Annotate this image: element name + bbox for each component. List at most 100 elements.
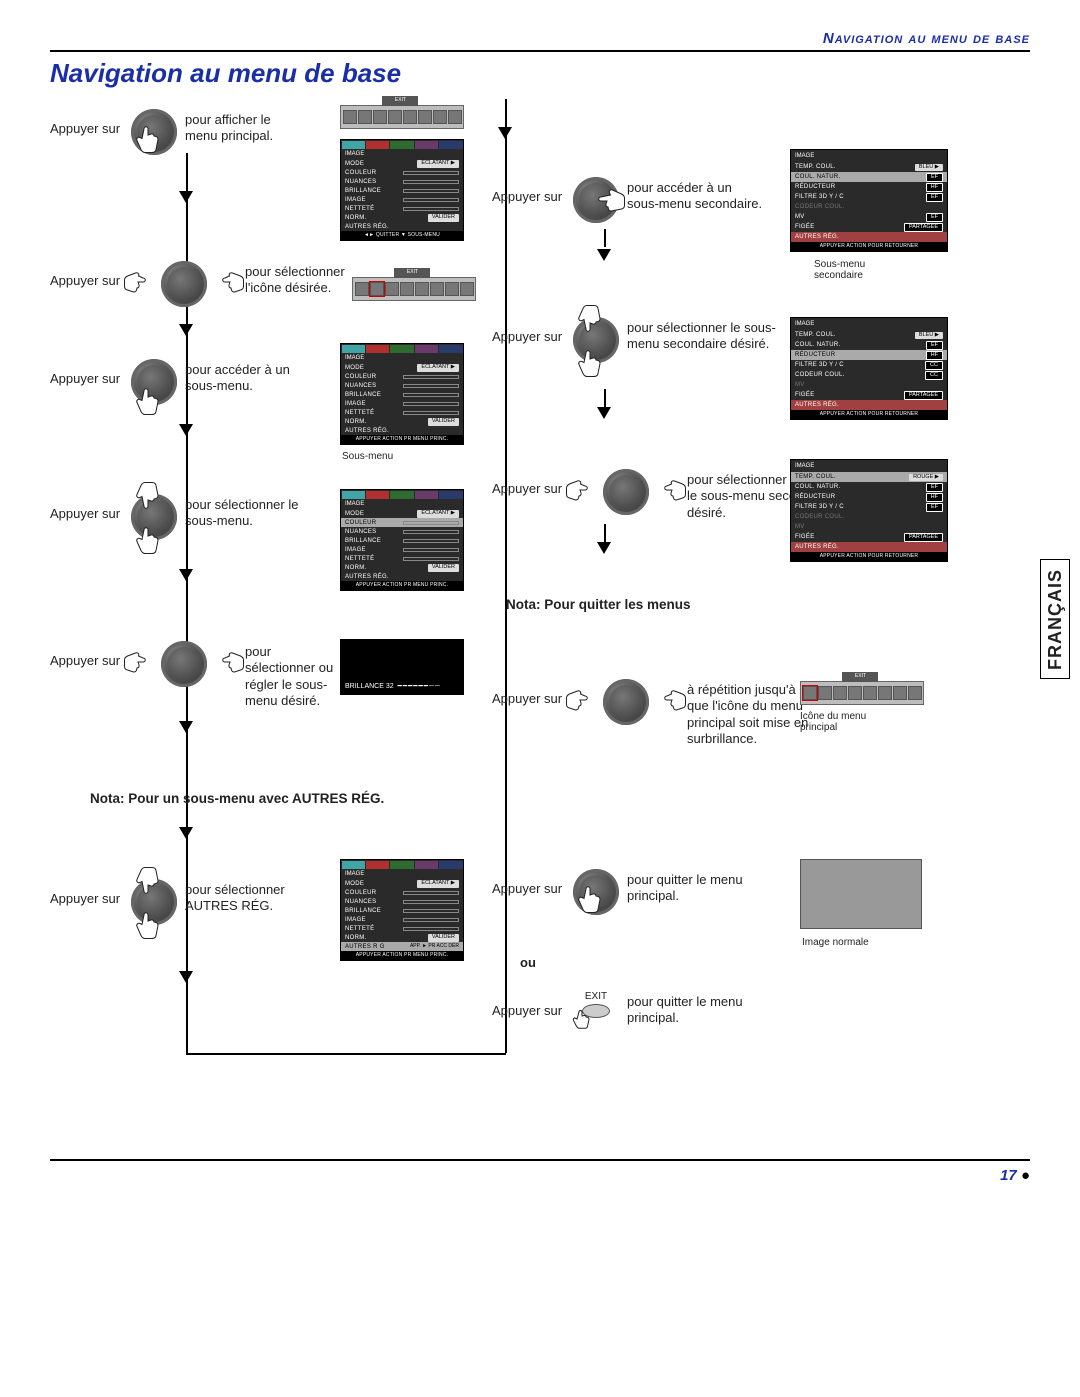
menu-autres-screenshot: IMAGEMODEÉCLATANT ▶COULEURNUANCESBRILLAN…	[340, 859, 464, 961]
press-label: Appuyer sur	[492, 869, 565, 896]
menu-secondary-3: IMAGETEMP. COUL.ROUGE ▶COUL. NATUR.EFRÉD…	[790, 459, 948, 562]
hand-down-icon	[133, 522, 163, 556]
device-bar-2: EXIT	[352, 277, 476, 301]
hand-down-icon	[133, 383, 163, 417]
right-note: Nota: Pour quitter les menus	[506, 597, 691, 612]
press-label: Appuyer sur	[492, 469, 565, 496]
device-exit-label: EXIT	[382, 96, 418, 106]
device-btn	[343, 110, 357, 124]
dial-icon	[161, 641, 207, 687]
step-desc: pour quitter le menu principal.	[627, 991, 767, 1027]
step-desc: pour afficher le menu principal.	[185, 109, 303, 145]
step-desc: pour sélectionner le sous-menu.	[185, 494, 303, 530]
down-arrow-icon	[597, 249, 611, 261]
menu-secondary-1: IMAGETEMP. COUL.BLEU ▶COUL. NATUR.EFRÉDU…	[790, 149, 948, 252]
press-label: Appuyer sur	[492, 991, 565, 1018]
step-desc: pour sélectionner le sous-menu secondair…	[627, 317, 782, 353]
press-label: Appuyer sur	[50, 359, 123, 386]
hand-up-icon	[133, 480, 163, 514]
dial-lr-group	[123, 641, 245, 687]
top-rule	[50, 50, 1030, 52]
press-label: Appuyer sur	[50, 641, 123, 668]
normal-image-caption: Image normale	[802, 937, 869, 948]
hand-push-icon	[571, 1008, 591, 1032]
step-desc: pour sélectionner l'icône désirée.	[245, 261, 345, 297]
submenu-caption: Sous-menu	[342, 451, 393, 462]
press-label: Appuyer sur	[50, 261, 123, 288]
right-step-2: Appuyer sur pour sélectionner le sous-me…	[492, 317, 782, 377]
step-desc: pour sélectionner ou régler le sous-menu…	[245, 641, 340, 709]
step-desc: pour quitter le menu principal.	[627, 869, 767, 905]
step-desc: pour accéder à un sous-menu.	[185, 359, 303, 395]
down-arrow-icon	[179, 971, 193, 983]
down-arrow-icon	[179, 324, 193, 336]
horiz-flow-line	[186, 1053, 506, 1055]
press-label: Appuyer sur	[50, 879, 123, 906]
press-label: Appuyer sur	[492, 177, 565, 204]
page-title: Navigation au menu de base	[50, 58, 1030, 89]
device-exit-label: EXIT	[394, 268, 430, 278]
hand-right-icon	[595, 185, 625, 219]
page-footer: 17 ●	[50, 1167, 1030, 1184]
menu-sub-highlighted: IMAGEMODEÉCLATANT ▶COULEURNUANCESBRILLAN…	[340, 489, 464, 591]
device-caption: Icône du menu principal	[800, 711, 900, 733]
ou-label: ou	[520, 955, 536, 970]
device-exit-label: EXIT	[842, 672, 878, 682]
press-label: Appuyer sur	[50, 494, 123, 521]
bottom-rule	[50, 1159, 1030, 1161]
down-arrow-icon	[179, 827, 193, 839]
left-step-1: Appuyer sur pour afficher le menu princi…	[50, 109, 303, 159]
dial-icon	[603, 679, 649, 725]
down-arrow-icon	[179, 191, 193, 203]
exit-button-label: EXIT	[565, 991, 627, 1002]
page-number: 17	[1000, 1167, 1017, 1184]
down-arrow-icon	[597, 407, 611, 419]
down-arrow-icon	[179, 424, 193, 436]
language-tab-label: FRANÇAIS	[1045, 569, 1066, 670]
page-dot: ●	[1021, 1167, 1030, 1184]
hand-push-icon	[133, 121, 163, 155]
left-step-4: Appuyer sur pour sélectionner le sous-me…	[50, 494, 303, 554]
normal-image-preview	[800, 859, 922, 929]
device-bar-3: EXIT	[800, 681, 924, 705]
left-step-6: Appuyer sur pour sélectionner AUTRES RÉG…	[50, 879, 303, 939]
device-bar: EXIT	[340, 105, 464, 129]
right-step-1: Appuyer sur pour accéder à un sous-menu …	[492, 177, 767, 227]
content-area: FRANÇAIS Appuyer sur pour afficher le me…	[50, 99, 1030, 1119]
down-arrow-icon	[179, 569, 193, 581]
press-label: Appuyer sur	[492, 317, 565, 344]
dial-icon	[603, 469, 649, 515]
header-section-title: Navigation au menu de base	[50, 30, 1030, 47]
hand-down-icon	[133, 907, 163, 941]
right-step-4: Appuyer sur à répétition jusqu'à ce que …	[492, 679, 827, 747]
menu-main-screenshot-1: IMAGEMODEÉCLATANT ▶COULEURNUANCESBRILLAN…	[340, 139, 464, 241]
brightness-value: BRILLANCE 32	[345, 683, 394, 690]
menu-sub-screenshot: IMAGEMODEÉCLATANT ▶COULEURNUANCESBRILLAN…	[340, 343, 464, 445]
r-mini-flow	[604, 229, 606, 247]
hand-right-icon	[215, 262, 245, 306]
hand-up-icon	[133, 865, 163, 899]
hand-push-icon	[575, 881, 605, 915]
dial-lr-group	[123, 261, 245, 307]
press-label: Appuyer sur	[492, 679, 565, 706]
secondary-caption: Sous-menu secondaire	[814, 259, 894, 281]
hand-up-icon	[575, 303, 605, 337]
right-step-6: Appuyer sur EXIT pour quitter le menu pr…	[492, 991, 767, 1027]
arrow-into-right	[498, 127, 512, 139]
left-step-3: Appuyer sur pour accéder à un sous-menu.	[50, 359, 303, 409]
step-desc: pour sélectionner AUTRES RÉG.	[185, 879, 303, 915]
menu-secondary-2: IMAGETEMP. COUL.BLEU ▶COUL. NATUR.EFRÉDU…	[790, 317, 948, 420]
left-note: Nota: Pour un sous-menu avec AUTRES RÉG.	[90, 791, 384, 806]
left-step-5: Appuyer sur pour sélectionner ou régler …	[50, 641, 340, 709]
hand-left-icon	[123, 262, 153, 306]
right-step-5: Appuyer sur pour quitter le menu princip…	[492, 869, 767, 919]
down-arrow-icon	[597, 542, 611, 554]
language-tab: FRANÇAIS	[1040, 559, 1070, 679]
dial-icon	[161, 261, 207, 307]
press-label: Appuyer sur	[50, 109, 123, 136]
brightness-preview: BRILLANCE 32 ━━━━━━──	[340, 639, 464, 695]
down-arrow-icon	[179, 721, 193, 733]
step-desc: pour accéder à un sous-menu secondaire.	[627, 177, 767, 213]
hand-down-icon	[575, 345, 605, 379]
left-step-2: Appuyer sur pour sélectionner l'icône dé…	[50, 261, 345, 307]
